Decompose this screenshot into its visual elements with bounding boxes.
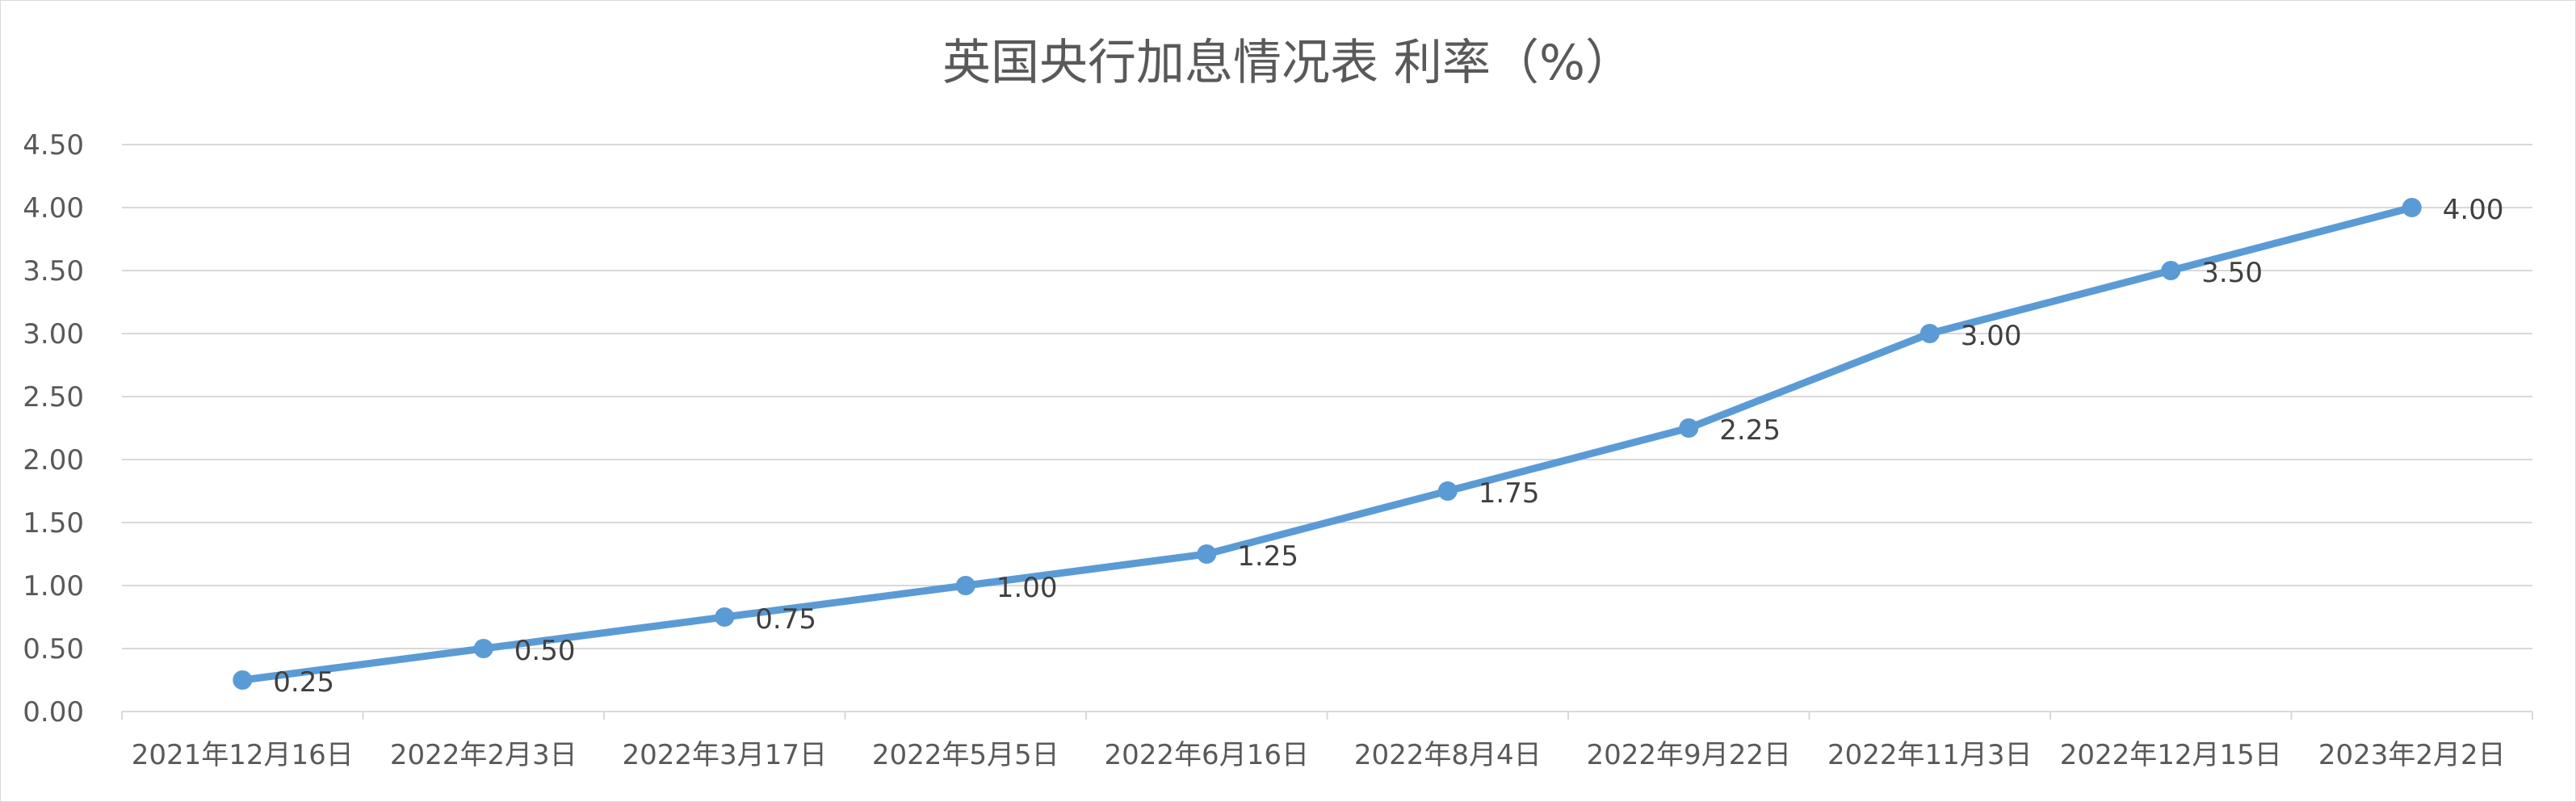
x-tick-label: 2022年11月3日 [1827,739,2032,771]
y-tick-label: 0.00 [23,696,84,729]
series-line-path [238,204,2416,684]
x-tick-label: 2022年2月3日 [390,739,577,771]
y-tick-label: 3.50 [23,255,84,288]
data-label: 3.50 [2201,257,2263,289]
data-point [1197,544,1217,564]
x-tick-label: 2022年3月17日 [623,739,827,771]
x-tick-label: 2022年5月5日 [872,739,1059,771]
x-tick-label: 2022年9月22日 [1587,739,1791,771]
x-tick-label: 2022年8月4日 [1354,739,1542,771]
y-tick-label: 1.50 [23,507,84,540]
data-label: 1.75 [1479,477,1540,510]
gridlines [122,144,2532,649]
x-tick-label: 2022年6月16日 [1105,739,1309,771]
data-point [1919,324,1940,343]
y-tick-label: 4.50 [23,129,84,162]
data-point [1679,418,1699,438]
x-tick-label: 2021年12月16日 [132,739,354,771]
data-point [955,576,975,595]
x-axis [121,711,2533,720]
data-label: 1.25 [1237,540,1298,573]
data-point [2402,198,2422,217]
y-tick-label: 1.00 [23,570,84,603]
series-line [238,204,2416,684]
data-label: 3.00 [1961,320,2022,352]
data-point [1437,481,1458,501]
data-label: 4.00 [2443,194,2504,226]
data-label: 2.25 [1719,414,1781,447]
y-tick-label: 0.50 [23,633,84,666]
y-tick-label: 4.00 [23,192,84,225]
data-point [233,670,253,690]
x-axis-tick-labels: 2021年12月16日 2022年2月3日 2022年3月17日 2022年5月5日 2… [132,739,2506,771]
chart-title: 英国央行加息情况表 利率（%） [942,35,1634,91]
x-tick-label: 2022年12月15日 [2060,739,2282,771]
y-tick-label: 3.00 [23,318,84,351]
data-label: 0.75 [755,603,816,636]
x-tick-label: 2023年2月2日 [2318,739,2506,771]
series-points [233,198,2422,690]
data-label: 0.50 [514,635,576,667]
data-label: 1.00 [996,572,1058,604]
y-axis-tick-labels: 0.00 0.50 1.00 1.50 2.00 2.50 3.00 3.50 4.00 4.50 [23,129,84,729]
y-tick-label: 2.50 [23,381,84,414]
data-point [715,607,735,627]
data-label: 0.25 [273,666,334,699]
y-tick-label: 2.00 [23,444,84,477]
data-labels: 0.25 0.50 0.75 1.00 1.25 1.75 2.25 3.00 3.50 4.00 [273,194,2503,699]
data-point [473,639,493,658]
data-point [2161,261,2181,280]
